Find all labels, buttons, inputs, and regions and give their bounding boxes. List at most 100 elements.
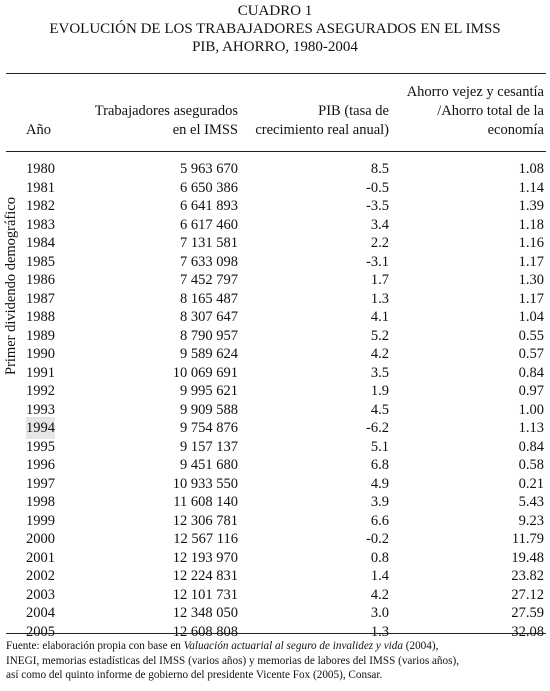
ahorro-cell: 1.13	[518, 420, 544, 436]
workers-cell: 12 224 831	[172, 568, 238, 584]
pib-cell: 3.9	[370, 494, 389, 510]
year-cell: 2000	[26, 531, 55, 547]
pib-cell: 4.2	[370, 586, 389, 603]
pib-cell: 1.7	[370, 272, 389, 288]
pib-cell: -3.1	[366, 253, 389, 270]
pib-cell: 6.8	[370, 457, 389, 473]
year-cell: 1998	[26, 494, 55, 510]
workers-cell: 8 165 487	[180, 290, 238, 307]
table-title: EVOLUCIÓN DE LOS TRABAJADORES ASEGURADOS…	[49, 21, 501, 37]
ahorro-cell: 1.17	[518, 253, 544, 270]
table-row: 1991 10 069 691 3.5 0.84	[0, 362, 550, 384]
table-row: 2000 12 567 116 -0.2 11.79	[0, 528, 550, 550]
ahorro-cell: 0.97	[518, 383, 544, 399]
header-ahorro: Ahorro vejez y cesantía /Ahorro total de…	[407, 83, 544, 140]
workers-cell: 12 306 781	[172, 512, 238, 529]
table-row: 2002 12 224 831 1.4 23.82	[0, 565, 550, 587]
top-rule	[6, 73, 546, 74]
table-row: 1997 10 933 550 4.9 0.21	[0, 473, 550, 495]
year-cell: 1992	[26, 383, 55, 399]
pib-cell: 4.1	[370, 309, 389, 325]
year-cell: 1989	[26, 327, 55, 344]
year-cell: 1985	[26, 253, 55, 270]
pib-cell: 0.8	[370, 549, 389, 566]
ahorro-cell: 1.14	[518, 179, 544, 196]
year-cell: 1986	[26, 272, 55, 288]
workers-cell: 6 641 893	[180, 198, 238, 214]
workers-cell: 8 307 647	[180, 309, 238, 325]
table-row: 1990 9 589 624 4.2 0.57	[0, 343, 550, 365]
ahorro-cell: 27.12	[511, 586, 544, 603]
pib-cell: 5.2	[370, 327, 389, 344]
workers-cell: 8 790 957	[180, 327, 238, 344]
ahorro-cell: 9.23	[518, 512, 544, 529]
year-cell: 2002	[26, 568, 55, 584]
ahorro-cell: 1.16	[518, 235, 544, 251]
pib-cell: 1.9	[370, 383, 389, 399]
year-cell: 2001	[26, 549, 55, 566]
ahorro-cell: 0.21	[518, 475, 544, 492]
year-cell: 1999	[26, 512, 55, 529]
year-cell: 1980	[26, 161, 55, 177]
pib-cell: 5.1	[370, 438, 389, 455]
ahorro-cell: 1.04	[518, 309, 544, 325]
header-pib-line2: crecimiento real anual)	[255, 122, 389, 138]
year-cell: 1991	[26, 364, 55, 381]
workers-cell: 7 633 098	[180, 253, 238, 270]
ahorro-cell: 1.30	[518, 272, 544, 288]
year-cell: 1996	[26, 457, 55, 473]
pib-cell: 1.4	[370, 568, 389, 584]
header-ahorro-line3: economía	[487, 122, 544, 138]
source-line-2: INEGI, memorias estadísticas del IMSS (v…	[6, 654, 460, 667]
workers-cell: 5 963 670	[180, 161, 238, 177]
header-ahorro-line2: /Ahorro total de la	[437, 103, 544, 119]
pib-cell: 2.2	[370, 235, 389, 251]
workers-cell: 9 157 137	[180, 438, 238, 455]
year-cell: 1984	[26, 235, 55, 251]
ahorro-cell: 0.84	[518, 438, 544, 455]
ahorro-cell: 27.59	[511, 605, 544, 621]
source-prefix: Fuente: elaboración propia con base en	[6, 640, 184, 652]
source-line-3: así como del quinto informe de gobierno …	[6, 669, 383, 681]
table-row: 1984 7 131 581 2.2 1.16	[0, 232, 550, 254]
ahorro-cell: 32.08	[511, 623, 544, 640]
pib-cell: 4.5	[370, 401, 389, 418]
pib-cell: 3.0	[370, 605, 389, 621]
year-cell: 1981	[26, 179, 55, 196]
year-cell: 1987	[26, 290, 55, 307]
table-row: 1988 8 307 647 4.1 1.04	[0, 306, 550, 328]
ahorro-cell: 1.08	[518, 161, 544, 177]
ahorro-cell: 11.79	[511, 531, 544, 547]
table-row: 1986 7 452 797 1.7 1.30	[0, 269, 550, 291]
workers-cell: 12 608 808	[172, 623, 238, 640]
pib-cell: 3.4	[370, 216, 389, 233]
table-row: 2001 12 193 970 0.8 19.48	[0, 547, 550, 569]
workers-cell: 10 933 550	[172, 475, 238, 492]
pib-cell: -6.2	[366, 420, 389, 436]
table-row: 1985 7 633 098 -3.1 1.17	[0, 251, 550, 273]
year-cell: 1995	[26, 438, 55, 455]
header-ahorro-line1: Ahorro vejez y cesantía	[406, 84, 544, 100]
workers-cell: 9 451 680	[180, 457, 238, 473]
year-cell: 1990	[26, 346, 55, 362]
table-title-block: CUADRO 1 EVOLUCIÓN DE LOS TRABAJADORES A…	[0, 2, 550, 56]
pib-cell: -0.2	[366, 531, 389, 547]
workers-cell: 9 909 588	[180, 401, 238, 418]
year-cell: 2005	[26, 623, 55, 640]
table-subtitle: PIB, AHORRO, 1980-2004	[192, 39, 358, 55]
pib-cell: -0.5	[366, 179, 389, 196]
table-number: CUADRO 1	[237, 3, 313, 19]
workers-cell: 7 131 581	[180, 235, 238, 251]
header-pib-line1: PIB (tasa de	[318, 103, 389, 119]
year-cell: 1997	[26, 475, 55, 492]
header-workers-line2: en el IMSS	[172, 122, 238, 138]
header-rule	[6, 151, 546, 152]
year-cell: 1983	[26, 216, 55, 233]
table-row: 1999 12 306 781 6.6 9.23	[0, 510, 550, 532]
pib-cell: 1.3	[370, 623, 389, 640]
header-year: Año	[26, 122, 51, 138]
ahorro-cell: 0.84	[518, 364, 544, 381]
table-row: 1992 9 995 621 1.9 0.97	[0, 380, 550, 402]
ahorro-cell: 5.43	[518, 494, 544, 510]
header-workers-line1: Trabajadores asegurados	[94, 103, 238, 119]
